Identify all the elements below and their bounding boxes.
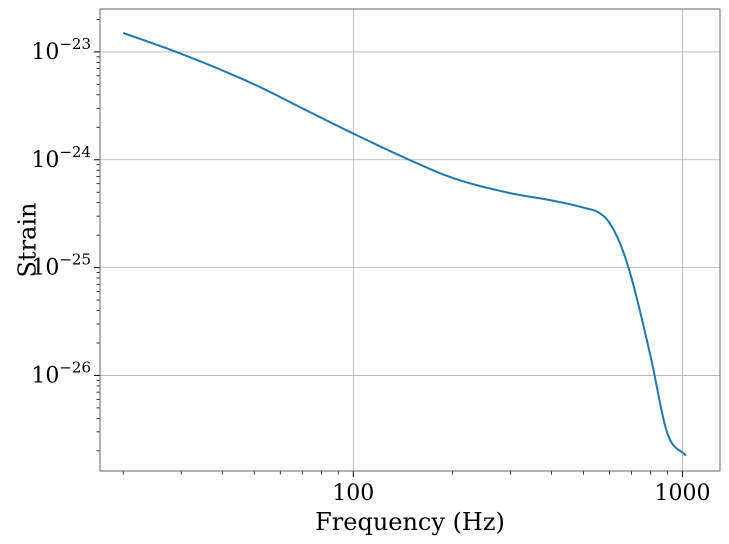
major-ticks bbox=[94, 51, 683, 477]
x-tick-label: 1000 bbox=[654, 481, 710, 506]
x-tick-label: 100 bbox=[332, 481, 374, 506]
y-tick-labels: 10−23 10−24 10−25 10−26 bbox=[31, 35, 91, 389]
y-axis-label: Strain bbox=[13, 203, 41, 278]
y-tick-label: 10−25 bbox=[31, 251, 91, 281]
y-tick-label: 10−23 bbox=[31, 35, 91, 65]
x-tick-labels: 100 1000 bbox=[332, 481, 710, 506]
series-group bbox=[122, 31, 687, 457]
plot-frame bbox=[99, 8, 721, 472]
y-tick-label: 10−24 bbox=[31, 143, 91, 173]
series-line-0 bbox=[122, 31, 687, 457]
y-tick-label: 10−26 bbox=[31, 358, 91, 388]
grid-lines bbox=[100, 9, 720, 471]
minor-ticks bbox=[96, 19, 668, 475]
x-axis-label: Frequency (Hz) bbox=[315, 508, 505, 536]
